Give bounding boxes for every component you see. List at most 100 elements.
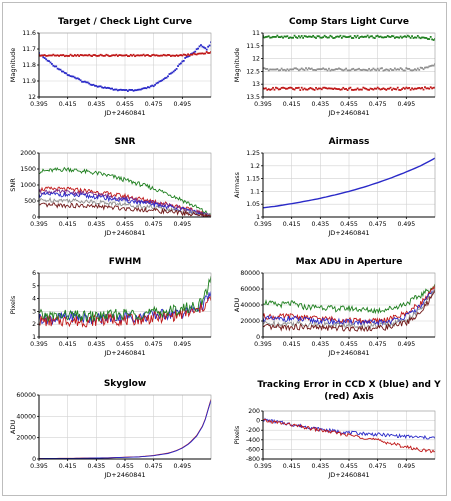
- data-point: [339, 88, 342, 91]
- data-point: [101, 86, 103, 89]
- data-point: [343, 68, 346, 71]
- data-point: [322, 86, 325, 89]
- data-point: [162, 78, 165, 81]
- chart-comp-stars: 0.395 0.415 0.435 0.455 0.475 0.495 11 11.5 12 12…: [233, 17, 436, 117]
- y-axis-label: Pixels: [233, 425, 241, 444]
- data-point: [287, 37, 290, 39]
- data-point: [207, 45, 210, 48]
- data-point: [296, 37, 299, 39]
- data-point: [295, 67, 297, 70]
- data-point: [139, 88, 142, 91]
- data-point: [343, 88, 346, 91]
- data-point: [382, 36, 385, 39]
- data-point: [98, 54, 101, 57]
- data-point: [315, 86, 317, 89]
- data-point: [312, 34, 315, 37]
- data-point: [191, 53, 194, 56]
- chart-airmass: 0.395 0.415 0.435 0.455 0.475 0.495 1 1.05 1.1 1.…: [233, 137, 436, 237]
- y-tick-label: 1000: [20, 182, 36, 189]
- data-point: [147, 54, 149, 56]
- data-point: [141, 87, 144, 90]
- data-point: [378, 69, 380, 72]
- data-point: [138, 88, 141, 91]
- data-point: [51, 63, 53, 65]
- data-point: [132, 89, 135, 92]
- y-tick-label: 11: [252, 30, 260, 37]
- data-point: [421, 67, 423, 69]
- y-tick-label: 500: [24, 198, 36, 205]
- y-tick-label: -200: [246, 427, 260, 434]
- data-point: [426, 66, 429, 69]
- data-point: [277, 69, 280, 72]
- data-point: [332, 37, 335, 39]
- data-point: [155, 54, 158, 57]
- data-point: [191, 52, 194, 55]
- data-point: [378, 36, 380, 38]
- data-point: [332, 88, 335, 90]
- chart-title: (red) Axis: [324, 392, 374, 402]
- data-point: [371, 35, 373, 38]
- data-point: [94, 84, 96, 87]
- x-tick-label: 0.415: [59, 341, 77, 348]
- data-point: [389, 36, 392, 38]
- series-group: [39, 276, 211, 328]
- x-tick-label: 0.495: [397, 341, 415, 348]
- data-point: [398, 68, 401, 71]
- x-tick-label: 0.455: [116, 221, 134, 228]
- x-tick-label: 0.435: [311, 463, 329, 470]
- data-point: [273, 88, 276, 91]
- data-point: [159, 54, 162, 57]
- data-point: [168, 54, 171, 56]
- y-tick-label: 1: [32, 334, 36, 341]
- data-point: [178, 63, 181, 66]
- data-point: [362, 36, 365, 38]
- data-point: [422, 36, 425, 39]
- data-point: [345, 67, 348, 70]
- data-point: [309, 68, 312, 70]
- data-point: [56, 67, 59, 70]
- data-point: [379, 35, 382, 38]
- data-point: [386, 34, 389, 37]
- x-tick-label: 0.435: [87, 221, 105, 228]
- data-point: [55, 65, 58, 68]
- x-tick-label: 0.435: [311, 341, 329, 348]
- data-point: [401, 68, 403, 71]
- y-tick-label: 13.5: [246, 94, 260, 101]
- data-point: [144, 87, 146, 89]
- data-point: [91, 55, 93, 58]
- data-point: [39, 54, 42, 57]
- data-point: [365, 69, 368, 72]
- series-group: [39, 166, 211, 217]
- data-point: [381, 67, 383, 70]
- data-point: [155, 82, 158, 85]
- data-point: [303, 69, 306, 71]
- data-point: [202, 52, 205, 55]
- data-point: [414, 87, 416, 90]
- x-tick-label: 0.455: [340, 341, 358, 348]
- x-tick-label: 0.395: [30, 221, 48, 228]
- data-point: [352, 67, 355, 70]
- data-point: [322, 36, 325, 39]
- data-point: [333, 36, 336, 39]
- data-point: [85, 54, 88, 57]
- data-point: [388, 35, 391, 38]
- data-point: [128, 88, 131, 91]
- data-point: [78, 55, 81, 57]
- data-point: [412, 69, 415, 72]
- data-point: [421, 86, 423, 89]
- data-point: [299, 36, 302, 39]
- data-point: [429, 65, 432, 67]
- data-point: [396, 68, 399, 71]
- data-point: [395, 36, 398, 39]
- data-point: [316, 68, 319, 71]
- y-tick-label: 11.7: [22, 46, 36, 53]
- data-point: [302, 88, 305, 91]
- x-axis-label: JD+2460841: [103, 471, 145, 479]
- data-point: [393, 88, 396, 90]
- data-point: [336, 88, 339, 90]
- data-point: [349, 86, 352, 89]
- data-point: [320, 68, 323, 71]
- data-point: [280, 35, 283, 38]
- data-point: [115, 53, 118, 56]
- data-point: [82, 54, 85, 57]
